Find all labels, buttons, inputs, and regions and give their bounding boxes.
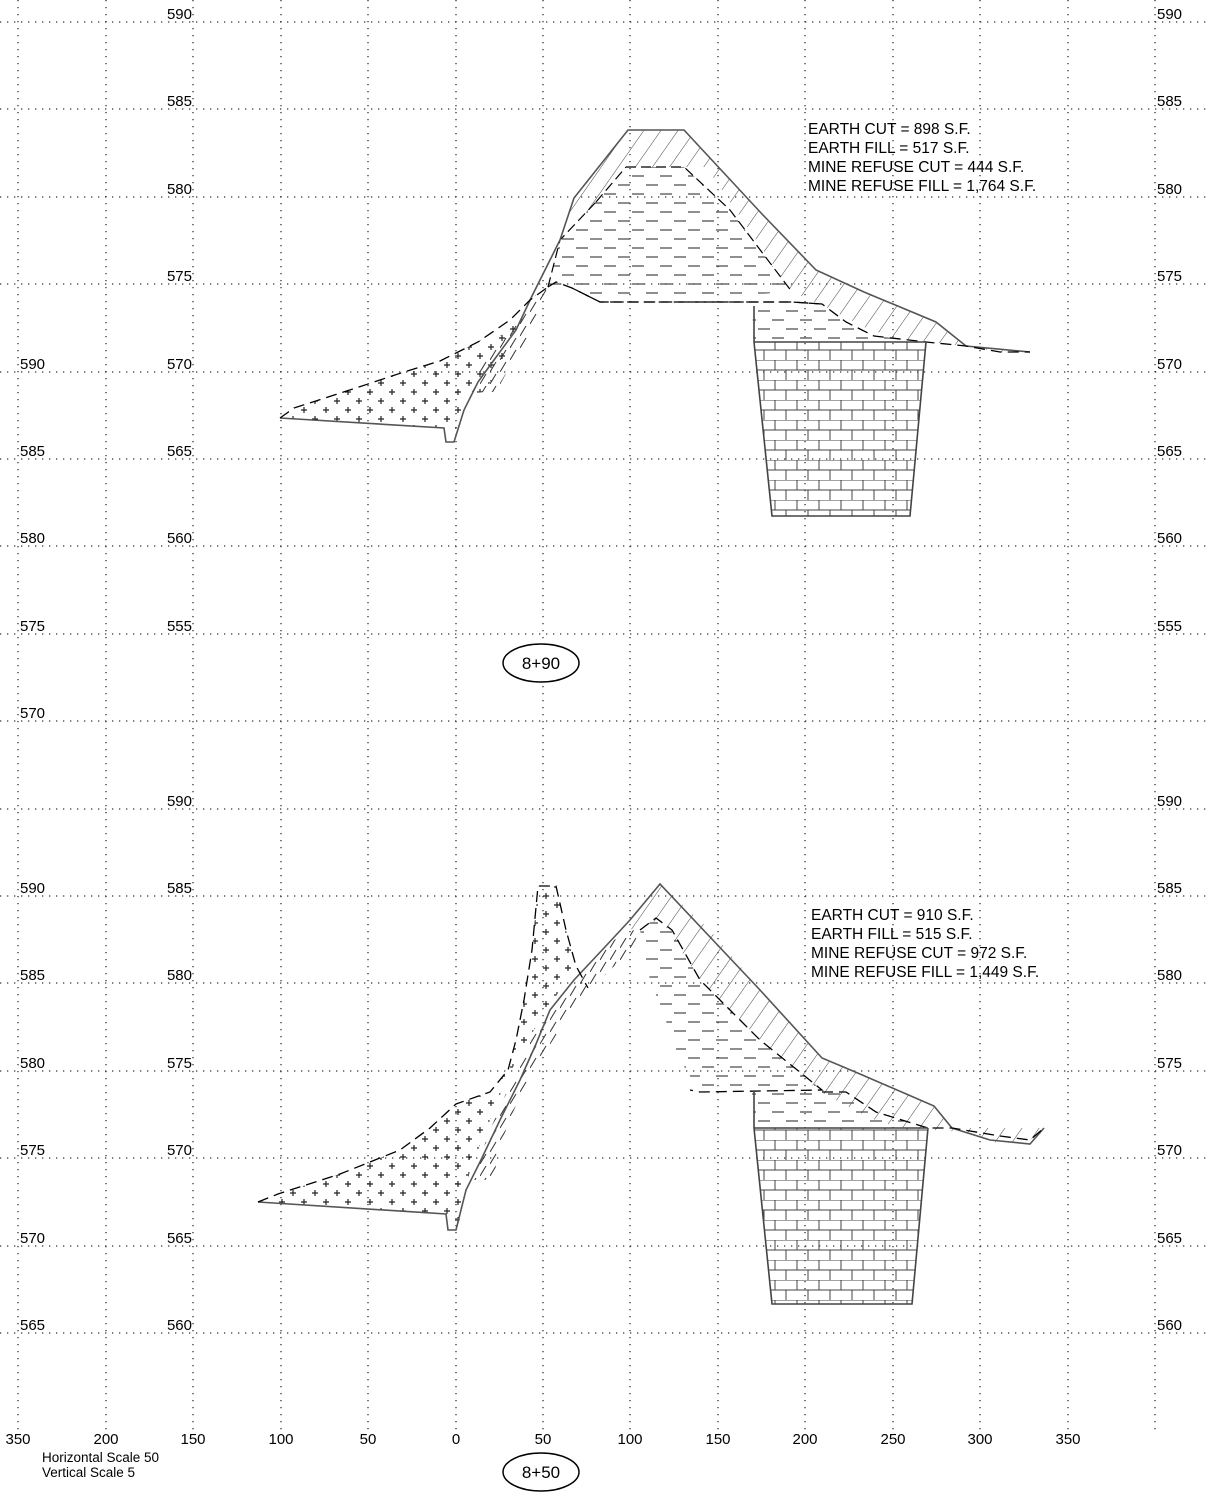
elevation-label-center: 570 [167, 1142, 192, 1159]
station-label-8-50: 8+50 [502, 1452, 580, 1492]
elevation-label-left: 580 [20, 530, 45, 547]
elevation-label-left: 565 [20, 1317, 45, 1334]
earth-fill-hatch [280, 290, 542, 438]
offset-axis-label: 200 [93, 1431, 118, 1448]
elevation-label-right: 570 [1157, 1142, 1182, 1159]
existing-ground-line [279, 129, 1031, 443]
quantities-8-90: EARTH CUT = 898 S.F. EARTH FILL = 517 S.… [808, 121, 1036, 195]
mine-refuse-cut-quantity: MINE REFUSE CUT = 972 S.F. [811, 945, 1027, 962]
elevation-label-right: 560 [1157, 1317, 1182, 1334]
station-label-8-90: 8+90 [502, 643, 580, 683]
elevation-label-left: 570 [20, 705, 45, 722]
offset-axis-label: 100 [268, 1431, 293, 1448]
elevation-label-right: 590 [1157, 6, 1182, 23]
offset-axis-label: 200 [792, 1431, 817, 1448]
elevation-label-right: 560 [1157, 530, 1182, 547]
pit-outline [753, 1092, 929, 1305]
offset-axis-label: 150 [180, 1431, 205, 1448]
elevation-label-center: 580 [167, 967, 192, 984]
vertical-scale-note: Vertical Scale 5 [42, 1465, 135, 1480]
section-8-90 [279, 129, 1031, 517]
horizontal-scale-note: Horizontal Scale 50 [42, 1450, 159, 1465]
offset-axis-label: 50 [535, 1431, 552, 1448]
elevation-label-center: 555 [167, 0, 192, 4]
pit-dash-hatch [752, 306, 926, 342]
elevation-label-right: 565 [1157, 443, 1182, 460]
elevation-label-right: 590 [1157, 793, 1182, 810]
mine-refuse-cut-hatch [640, 918, 822, 1092]
elevation-label-right: 575 [1157, 1055, 1182, 1072]
elevation-label-left: 580 [20, 1055, 45, 1072]
mine-refuse-fill-quantity: MINE REFUSE FILL = 1,764 S.F. [808, 178, 1036, 195]
mine-refuse-cut-hatch [548, 167, 792, 302]
elevation-label-left: 585 [20, 967, 45, 984]
elevation-label-left: 570 [20, 1230, 45, 1247]
elevation-label-center: 590 [167, 793, 192, 810]
elevation-label-right: 585 [1157, 880, 1182, 897]
elevation-label-center: 570 [167, 356, 192, 373]
elevation-label-right: 575 [1157, 268, 1182, 285]
elevation-label-center: 560 [167, 530, 192, 547]
elevation-label-left: 590 [20, 880, 45, 897]
elevation-label-center: 575 [167, 1055, 192, 1072]
elevation-label-left: 590 [20, 356, 45, 373]
station-text: 8+90 [522, 654, 560, 673]
elevation-label-left: 575 [20, 618, 45, 635]
elevation-label-right: 580 [1157, 967, 1182, 984]
axis-labels: 590 585 580 575 570 565 560 555 590 585 580 575 570 5… [5, 0, 1182, 1448]
elevation-label-center: 560 [167, 1317, 192, 1334]
earth-cut-quantity: EARTH CUT = 910 S.F. [811, 907, 974, 924]
offset-axis-label: 300 [967, 1431, 992, 1448]
pit-dash-hatch [752, 1092, 928, 1128]
offset-axis-label: 50 [360, 1431, 377, 1448]
tick-fill-hatch [472, 930, 638, 1180]
elevation-label-right: 565 [1157, 1230, 1182, 1247]
elevation-label-left: 585 [20, 443, 45, 460]
existing-ground-line [257, 882, 1045, 1231]
earth-fill-quantity: EARTH FILL = 517 S.F. [808, 140, 970, 157]
elevation-label-center: 585 [167, 93, 192, 110]
elevation-label-right: 570 [1157, 356, 1182, 373]
pit-brick-hatch [754, 1128, 928, 1304]
elevation-label-center: 580 [167, 181, 192, 198]
earth-cut-hatch [616, 884, 1046, 1144]
mine-refuse-cut-quantity: MINE REFUSE CUT = 444 S.F. [808, 159, 1024, 176]
elevation-label-right: 555 [1157, 0, 1182, 4]
elevation-label-center: 590 [167, 6, 192, 23]
mine-refuse-fill-quantity: MINE REFUSE FILL = 1,449 S.F. [811, 964, 1039, 981]
elevation-label-right: 580 [1157, 181, 1182, 198]
offset-axis-label: 150 [705, 1431, 730, 1448]
quantities-8-50: EARTH CUT = 910 S.F. EARTH FILL = 515 S.… [811, 907, 1039, 981]
elevation-label-center: 575 [167, 268, 192, 285]
elevation-label-center: 565 [167, 443, 192, 460]
earth-fill-hatch [258, 886, 576, 1228]
offset-axis-label: 100 [617, 1431, 642, 1448]
elevation-label-right: 585 [1157, 93, 1182, 110]
offset-axis-label: 350 [1055, 1431, 1080, 1448]
pit-outline [753, 306, 927, 517]
offset-axis-label: 350 [5, 1431, 30, 1448]
design-grade-line [257, 885, 1045, 1203]
earth-cut-quantity: EARTH CUT = 898 S.F. [808, 121, 971, 138]
section-8-50 [257, 882, 1046, 1305]
station-text: 8+50 [522, 1463, 560, 1482]
design-grade-line [279, 281, 1030, 419]
elevation-label-right: 555 [1157, 618, 1182, 635]
elevation-label-center: 555 [167, 618, 192, 635]
pit-brick-hatch [754, 342, 926, 516]
elevation-label-left: 575 [20, 1142, 45, 1159]
elevation-label-center: 585 [167, 880, 192, 897]
mine-refuse-line [547, 166, 823, 305]
earth-fill-quantity: EARTH FILL = 515 S.F. [811, 926, 973, 943]
offset-axis-label: 250 [880, 1431, 905, 1448]
offset-axis-label: 0 [452, 1431, 460, 1448]
elevation-label-center: 565 [167, 1230, 192, 1247]
